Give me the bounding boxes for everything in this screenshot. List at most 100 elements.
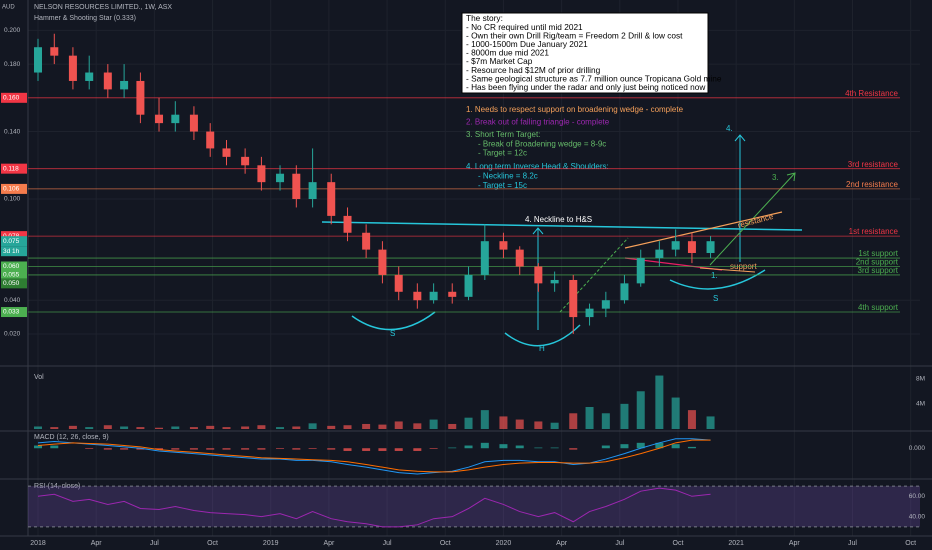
candle-body <box>241 156 250 166</box>
notes: 1. Needs to respect support on broadenin… <box>466 105 684 190</box>
volume-bar <box>671 397 680 429</box>
note: 4. Long term Inverse Head & Shoulders: <box>466 162 609 171</box>
annotation: 1. <box>711 271 718 280</box>
price-tag-label: 0.060 <box>3 263 20 270</box>
level-label: 4th support <box>858 303 899 312</box>
candle-body <box>68 55 77 81</box>
macd-histogram <box>85 448 94 449</box>
note: 1. Needs to respect support on broadenin… <box>466 105 684 114</box>
candle-body <box>671 241 680 250</box>
macd-histogram <box>394 448 403 451</box>
level-label: 3rd support <box>858 266 899 275</box>
candle-body <box>601 300 610 309</box>
volume-bar <box>394 421 403 429</box>
head-arc <box>504 324 581 347</box>
macd-histogram <box>189 448 198 450</box>
candle-body <box>85 72 94 81</box>
volume-bar <box>34 426 43 429</box>
macd-histogram <box>308 448 317 449</box>
y-tick-label: 0.180 <box>4 61 21 68</box>
price-tag-label: 0.075 <box>3 238 20 245</box>
y-tick-label: 0.200 <box>4 27 21 34</box>
price-tag-label: 0.050 <box>3 280 20 287</box>
x-tick-label: 2018 <box>30 540 46 547</box>
volume-bar <box>480 410 489 429</box>
volume-bar <box>257 425 266 429</box>
candle-body <box>136 80 145 115</box>
x-tick-label: Oct <box>207 540 218 547</box>
volume-bar <box>464 417 473 429</box>
candle-body <box>499 241 508 250</box>
candle-body <box>706 241 715 253</box>
macd-histogram <box>601 445 610 449</box>
candle-body <box>585 308 594 318</box>
annotation: 4. <box>726 124 733 133</box>
level-label: 2nd resistance <box>846 180 899 189</box>
x-tick-label: 2020 <box>496 540 512 547</box>
volume-bar <box>189 427 198 429</box>
rsi-line <box>37 487 711 528</box>
price-tag-label: 0.106 <box>3 186 20 193</box>
volume-bar <box>429 419 438 429</box>
countdown: 3d 1h <box>3 248 20 255</box>
macd-histogram <box>413 448 422 451</box>
candle-body <box>292 173 301 200</box>
annotation: S <box>390 329 395 338</box>
volume-bar <box>68 425 77 429</box>
price-tag <box>1 278 27 289</box>
x-tick-label: Jul <box>383 540 392 547</box>
shoulder-arc <box>351 311 436 331</box>
rsi-band <box>28 486 920 527</box>
candle-body <box>515 249 524 267</box>
candle-body <box>276 173 285 183</box>
macd-histogram <box>448 447 457 449</box>
candle-body <box>534 266 543 284</box>
volume-bar <box>620 403 629 429</box>
candle-body <box>464 274 473 297</box>
y-tick-label: 8M <box>916 375 925 382</box>
candle-body <box>34 47 43 73</box>
volume-bar <box>585 406 594 429</box>
candle-body <box>413 291 422 301</box>
candle-body <box>448 291 457 297</box>
panel-title: RSI (14, close) <box>34 483 80 490</box>
volume-bar <box>85 427 94 429</box>
volume-bar <box>241 426 250 429</box>
macd-histogram <box>671 444 680 449</box>
volume-bar <box>534 421 543 429</box>
volume-bar <box>327 425 336 429</box>
annotation: 4. Neckline to H&S <box>525 215 592 224</box>
volume-bar <box>550 422 559 429</box>
candle-body <box>120 80 129 90</box>
price-tag <box>1 163 27 174</box>
volume-bar <box>103 425 112 429</box>
candle-body <box>103 72 112 90</box>
macd-histogram <box>155 448 164 450</box>
story-background <box>461 12 709 94</box>
price-tag <box>1 231 27 242</box>
x-tick-label: Apr <box>556 540 568 547</box>
macd-histogram <box>429 448 438 449</box>
x-tick-label: Oct <box>905 540 916 547</box>
arrow <box>734 134 746 262</box>
price-tag <box>1 261 27 272</box>
volume-bar <box>308 423 317 429</box>
volume-bar <box>120 426 129 429</box>
story-line: - Has been flying under the radar and on… <box>466 82 706 92</box>
macd-histogram <box>362 448 371 451</box>
volume-bar <box>206 425 215 429</box>
candle-body <box>550 279 559 284</box>
signal-line <box>37 439 711 473</box>
level-label: 1st support <box>858 249 898 258</box>
macd-line <box>37 438 711 475</box>
price-tag <box>1 307 27 318</box>
price-tag <box>1 183 27 194</box>
volume-bar <box>499 416 508 429</box>
y-tick-label: 60.00 <box>909 493 926 500</box>
chart-subtitle: Hammer & Shooting Star (0.333) <box>34 15 136 22</box>
macd-histogram <box>171 448 180 450</box>
macd-histogram <box>620 444 629 449</box>
level-label: 3rd resistance <box>848 160 899 169</box>
countdown-tag <box>1 246 27 257</box>
